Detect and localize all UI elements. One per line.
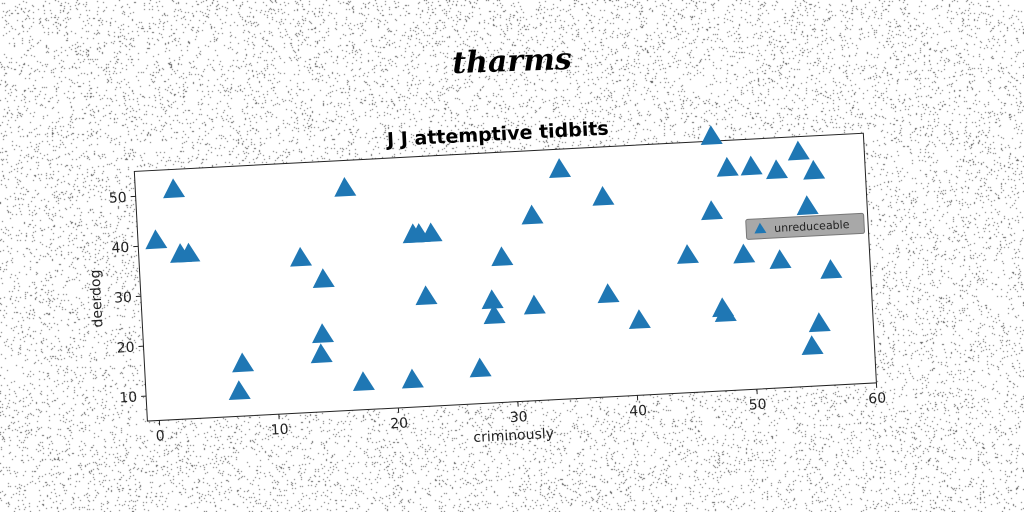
data-point (401, 368, 424, 389)
data-point (232, 352, 255, 373)
data-point (733, 243, 756, 264)
data-point (420, 222, 443, 243)
legend-marker-triangle (754, 222, 767, 234)
legend-box (745, 212, 865, 240)
y-tick-label: 10 (119, 390, 138, 407)
data-point (677, 244, 699, 264)
plot-area (133, 132, 877, 422)
data-point (145, 229, 168, 250)
x-tick-label: 0 (155, 428, 165, 444)
data-point (766, 159, 789, 180)
data-point (700, 125, 723, 145)
data-point (352, 371, 375, 392)
data-point (521, 204, 544, 225)
data-point (808, 312, 831, 333)
data-point (469, 357, 492, 378)
data-point (592, 185, 615, 206)
data-point (290, 246, 313, 267)
x-tick-label: 20 (390, 415, 409, 432)
data-point (312, 268, 335, 288)
axis-ticks: 0 10 20 30 40 50 60 10 20 30 40 50 (108, 190, 887, 445)
x-tick-label: 50 (748, 397, 767, 414)
data-point (769, 249, 792, 270)
y-tick-label: 50 (108, 190, 127, 207)
chart-title: J J attemptive tidbits (385, 118, 610, 152)
data-point (163, 178, 186, 199)
data-point (787, 140, 810, 161)
data-point (491, 246, 514, 267)
data-point (310, 343, 333, 364)
data-point (483, 304, 506, 325)
data-point (714, 302, 737, 322)
x-axis-label: criminously (473, 426, 554, 446)
x-tick-label: 60 (868, 390, 887, 407)
data-point (716, 156, 739, 177)
data-point (334, 176, 357, 197)
data-point (801, 335, 824, 355)
data-point (628, 309, 651, 330)
x-tick-label: 30 (509, 409, 528, 426)
data-point (481, 289, 504, 310)
data-point (796, 195, 819, 216)
data-point (312, 323, 335, 344)
data-point (415, 285, 438, 306)
x-tick-label: 10 (270, 422, 289, 439)
data-point (740, 155, 763, 176)
data-point (549, 158, 572, 178)
data-point (597, 283, 620, 304)
data-point (701, 200, 724, 221)
data-point (803, 159, 826, 180)
data-point (820, 259, 843, 279)
legend: unreduceable (745, 212, 865, 240)
x-tick-label: 40 (629, 403, 648, 420)
legend-entry-label: unreduceable (774, 218, 850, 235)
data-point (228, 380, 251, 401)
y-axis-label: deerdog (87, 269, 106, 328)
y-tick-label: 20 (116, 340, 135, 357)
y-tick-label: 30 (114, 290, 133, 307)
data-point (178, 242, 201, 263)
data-point (523, 294, 546, 315)
y-tick-label: 40 (111, 240, 130, 257)
data-points (145, 125, 843, 401)
